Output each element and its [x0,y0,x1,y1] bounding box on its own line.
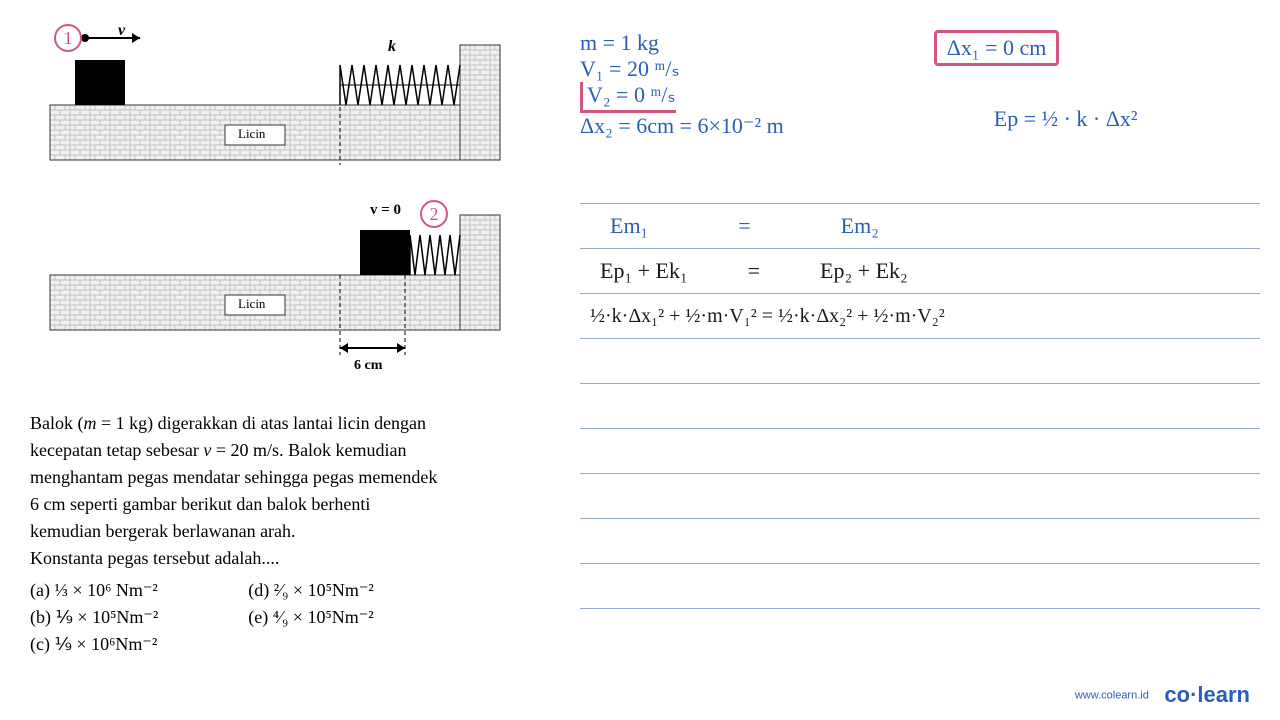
problem-line: 6 cm seperti gambar berikut dan balok be… [30,491,560,518]
em1: Em₁ [610,213,648,239]
physics-diagram: 1 2 v k Licin Licin v = 0 6 cm [30,20,510,400]
energy-right: Ep₂ + Ek₂ [820,258,908,284]
answer-c: (c) ⅑ × 10⁶Nm⁻² [30,634,158,655]
problem-line: kemudian bergerak berlawanan arah. [30,518,560,545]
given-v2: V₂ = 0 ᵐ/ₛ [580,82,676,113]
given-m: m = 1 kg [580,30,784,56]
licin-2: Licin [238,296,265,312]
problem-line: menghantam pegas mendatar sehingga pegas… [30,464,560,491]
ep-formula: Ep = ½ · k · Δx² [994,106,1138,132]
k-label: k [388,38,396,56]
energy-left: Ep₁ + Ek₁ [600,258,688,284]
licin-1: Licin [238,126,265,142]
given-dx1: Δx₁ = 0 cm [934,30,1060,66]
answer-choices: (a) ⅓ × 10⁶ Nm⁻² (b) ⅑ × 10⁵Nm⁻² (c) ⅑ ×… [30,580,560,661]
answer-e: (e) ⁴⁄₉ × 10⁵Nm⁻² [248,607,374,628]
answer-a: (a) ⅓ × 10⁶ Nm⁻² [30,580,158,601]
eq2: = [748,258,760,284]
step-2-circle: 2 [420,200,448,228]
problem-line: Balok (m = 1 kg) digerakkan di atas lant… [30,410,560,437]
energy-expanded: ½·k·Δx₁² + ½·m·V₁² = ½·k·Δx₂² + ½·m·V₂² [590,305,945,328]
v-label: v [118,22,125,40]
given-v1: V₁ = 20 ᵐ/ₛ [580,56,784,82]
answer-b: (b) ⅑ × 10⁵Nm⁻² [30,607,158,628]
footer-brand: co·learn [1164,682,1250,707]
eq: = [738,213,750,239]
answer-d: (d) ²⁄₉ × 10⁵Nm⁻² [248,580,374,601]
em2: Em₂ [841,213,879,239]
footer-url: www.colearn.id [1075,690,1149,702]
problem-line: kecepatan tetap sebesar v = 20 m/s. Balo… [30,437,560,464]
given-dx2: Δx₂ = 6cm = 6×10⁻² m [580,113,784,139]
problem-line: Konstanta pegas tersebut adalah.... [30,545,560,572]
step-1-circle: 1 [54,24,82,52]
distance-label: 6 cm [354,358,382,374]
handwritten-work: m = 1 kg V₁ = 20 ᵐ/ₛ V₂ = 0 ᵐ/ₛ Δx₂ = 6c… [580,30,1260,609]
footer: www.colearn.id co·learn [1075,682,1250,708]
problem-text: Balok (m = 1 kg) digerakkan di atas lant… [30,410,560,572]
v0-label: v = 0 [370,202,401,219]
